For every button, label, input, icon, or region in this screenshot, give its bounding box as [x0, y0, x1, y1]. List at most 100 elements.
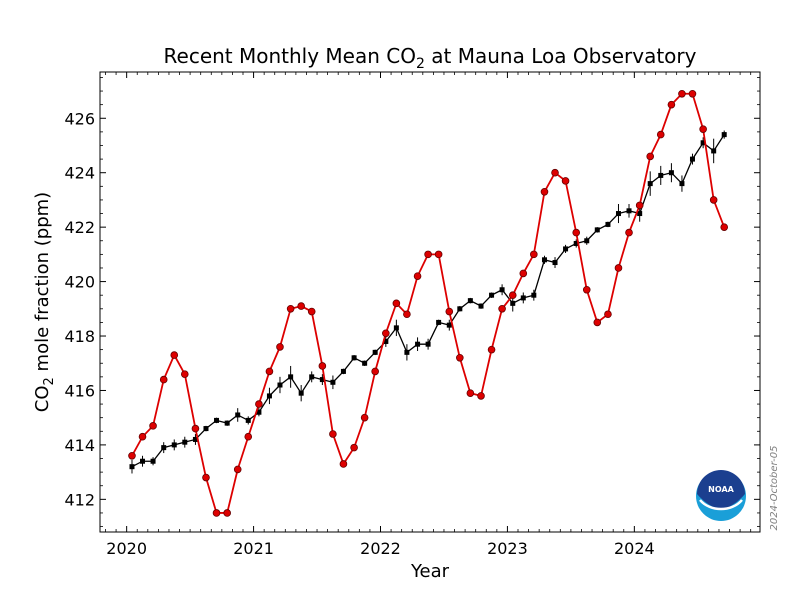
deseasonalized-point	[700, 140, 706, 146]
deseasonalized-point	[266, 393, 272, 399]
monthly-mean-point	[508, 291, 517, 299]
deseasonalized-point	[563, 246, 569, 252]
deseasonalized-point	[594, 227, 600, 233]
x-tick-label: 2023	[487, 539, 528, 558]
y-tick-label: 412	[64, 490, 95, 509]
deseasonalized-point	[647, 181, 653, 187]
deseasonalized-point	[309, 374, 315, 380]
deseasonalized-point	[658, 172, 664, 178]
chart-title-tail: at Mauna Loa Observatory	[425, 44, 697, 68]
y-axis-ticks: 412 414 416 418 420 422 424 426	[64, 77, 760, 527]
monthly-mean-point	[413, 272, 422, 280]
deseasonalized-point	[362, 360, 368, 366]
monthly-mean-point	[202, 473, 210, 482]
monthly-mean-series	[128, 89, 729, 517]
deseasonalized-point	[721, 132, 727, 138]
monthly-mean-point	[350, 443, 358, 452]
monthly-mean-point	[646, 152, 655, 161]
monthly-mean-point	[625, 228, 633, 237]
monthly-mean-point	[434, 250, 443, 259]
monthly-mean-line	[131, 92, 726, 514]
y-tick-label: 420	[64, 273, 95, 292]
monthly-mean-point	[276, 343, 284, 351]
deseasonalized-point	[214, 417, 220, 423]
monthly-mean-point	[709, 196, 718, 204]
deseasonalized-point	[192, 436, 198, 442]
monthly-mean-point	[233, 465, 242, 474]
deseasonalized-point	[340, 368, 346, 374]
deseasonalized-point	[171, 442, 177, 448]
plot-area	[99, 71, 761, 533]
monthly-mean-point	[191, 424, 200, 433]
x-tick-label: 2022	[360, 539, 401, 558]
deseasonalized-point	[436, 319, 442, 325]
monthly-mean-point	[604, 310, 612, 319]
deseasonalized-point	[150, 458, 156, 464]
deseasonalized-point	[288, 374, 294, 380]
monthly-mean-point	[699, 125, 707, 133]
monthly-mean-point	[678, 89, 686, 98]
deseasonalized-point	[415, 341, 421, 347]
monthly-mean-point	[720, 223, 729, 231]
monthly-mean-point	[382, 329, 390, 338]
deseasonalized-point	[203, 426, 209, 432]
monthly-mean-point	[551, 168, 559, 177]
deseasonalized-point	[679, 181, 685, 187]
monthly-mean-point	[477, 392, 485, 400]
noaa-logo: NOAA	[696, 470, 746, 521]
deseasonalized-point	[319, 377, 325, 383]
monthly-mean-point	[498, 305, 506, 313]
x-tick-label: 2021	[233, 539, 274, 558]
y-axis-label-tail: mole fraction (ppm)	[32, 192, 53, 377]
x-axis-label: Year	[410, 561, 450, 582]
y-tick-label: 422	[64, 218, 95, 237]
monthly-mean-point	[424, 250, 432, 259]
deseasonalized-point	[689, 156, 695, 162]
monthly-mean-point	[180, 370, 189, 378]
deseasonalized-point	[245, 417, 251, 423]
deseasonalized-point	[499, 287, 505, 293]
deseasonalized-point	[668, 170, 674, 176]
deseasonalized-line	[131, 134, 725, 468]
plot-frame	[99, 71, 761, 533]
deseasonalized-point	[224, 420, 230, 426]
monthly-mean-point	[138, 432, 147, 441]
monthly-mean-point	[223, 509, 231, 517]
monthly-mean-point	[265, 367, 274, 376]
deseasonalized-point	[573, 240, 579, 246]
monthly-mean-point	[149, 422, 157, 430]
deseasonalized-point	[531, 292, 537, 298]
monthly-mean-point	[593, 318, 602, 327]
deseasonalized-point	[615, 211, 621, 217]
monthly-mean-point	[445, 307, 454, 316]
deseasonalized-point	[425, 341, 431, 347]
deseasonalized-point	[520, 295, 526, 301]
monthly-mean-point	[360, 413, 369, 422]
date-stamp: 2024-October-05	[769, 446, 780, 531]
y-tick-label: 414	[64, 436, 95, 455]
x-tick-label: 2024	[614, 539, 655, 558]
deseasonalized-point	[711, 148, 717, 154]
monthly-mean-point	[403, 310, 411, 319]
monthly-mean-point	[170, 351, 179, 359]
y-tick-label: 426	[64, 109, 95, 128]
monthly-mean-point	[159, 375, 168, 384]
monthly-mean-point	[561, 177, 570, 185]
deseasonalized-point	[351, 355, 357, 361]
monthly-mean-point	[487, 345, 496, 354]
monthly-mean-point	[371, 367, 379, 376]
monthly-mean-point	[656, 130, 665, 139]
deseasonalized-series	[129, 130, 727, 474]
monthly-mean-point	[244, 432, 253, 441]
deseasonalized-point	[457, 306, 463, 312]
deseasonalized-point	[510, 300, 516, 306]
monthly-mean-point	[392, 299, 401, 308]
deseasonalized-point	[129, 464, 135, 470]
deseasonalized-point	[330, 379, 336, 385]
chart-title-main: Recent Monthly Mean CO	[164, 44, 416, 68]
deseasonalized-point	[298, 390, 304, 396]
deseasonalized-point	[182, 439, 188, 445]
deseasonalized-point	[235, 412, 241, 418]
deseasonalized-point	[161, 445, 167, 451]
